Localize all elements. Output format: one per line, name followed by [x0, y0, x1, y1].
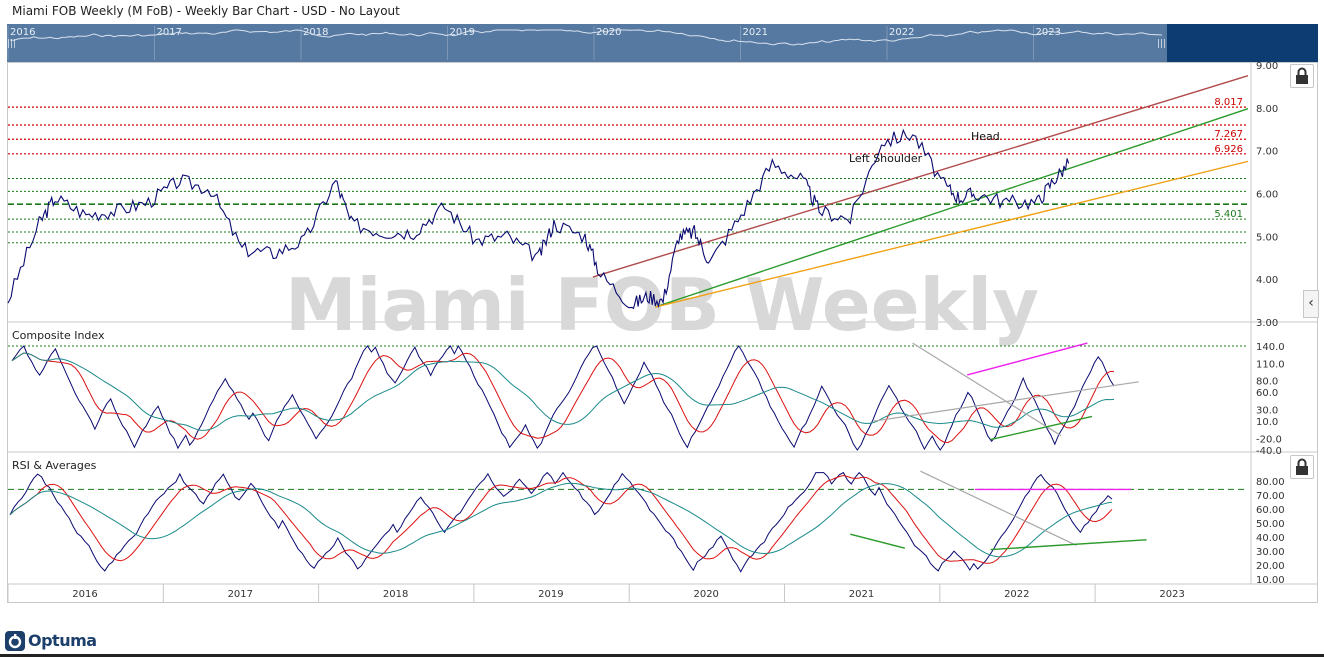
x-axis-label: 2022 [1004, 589, 1029, 600]
price-series-line [7, 128, 1070, 310]
level-label: 7.267 [1214, 129, 1243, 140]
grey-trendline [912, 342, 1062, 437]
composite-y-tick: 80.0 [1256, 377, 1278, 388]
composite-y-tick: 110.0 [1256, 359, 1285, 370]
rsi-y-tick: 60.00 [1256, 505, 1285, 516]
rsi-line [9, 471, 1113, 573]
composite-y-tick: 10.0 [1256, 417, 1278, 428]
price-y-tick: 9.00 [1256, 61, 1278, 72]
rsi-fast-average [9, 474, 1113, 564]
composite-y-tick: -20.0 [1256, 434, 1282, 445]
x-axis-label: 2019 [538, 589, 563, 600]
x-axis-label: 2021 [849, 589, 874, 600]
composite-y-tick: 30.0 [1256, 406, 1278, 417]
price-y-tick: 4.00 [1256, 275, 1278, 286]
optuma-logo-icon [5, 631, 27, 651]
price-y-tick: 5.00 [1256, 232, 1278, 243]
orange-channel-line [655, 160, 1249, 308]
composite-y-tick: 140.0 [1256, 342, 1285, 353]
price-y-tick: 3.00 [1256, 318, 1278, 329]
green-trendline [990, 539, 1147, 551]
price-y-tick: 8.00 [1256, 104, 1278, 115]
annotation-label: Head [971, 130, 1000, 143]
navigator-selection[interactable] [1167, 24, 1318, 62]
rsi-y-tick: 30.00 [1256, 547, 1285, 558]
brown-channel-line [592, 75, 1249, 278]
chart-frame [7, 62, 1318, 603]
price-y-tick: 6.00 [1256, 190, 1278, 201]
x-axis-label: 2018 [383, 589, 408, 600]
green-trendline [850, 533, 906, 549]
optuma-logo-text: Optuma [28, 631, 97, 650]
x-axis-label: 2016 [72, 589, 97, 600]
rsi-slow-average [9, 482, 1113, 558]
rsi-y-tick: 10.00 [1256, 575, 1285, 586]
bottom-rule [0, 654, 1324, 657]
composite-slow-average [11, 352, 1115, 431]
level-label: 5.401 [1214, 209, 1243, 220]
price-y-tick: 7.00 [1256, 147, 1278, 158]
annotation-label: Left Shoulder [849, 152, 923, 165]
level-label: 8.017 [1214, 97, 1243, 108]
x-axis-label: 2017 [228, 589, 253, 600]
panel-title: RSI & Averages [12, 459, 97, 472]
lock-icon[interactable] [1290, 455, 1314, 479]
rsi-y-tick: 40.00 [1256, 533, 1285, 544]
rsi-y-tick: 80.00 [1256, 477, 1285, 488]
rsi-y-tick: 50.00 [1256, 519, 1285, 530]
x-axis-label: 2020 [693, 589, 718, 600]
rsi-y-tick: 70.00 [1256, 491, 1285, 502]
green-trendline [990, 415, 1093, 441]
composite-y-tick: -40.0 [1256, 446, 1282, 457]
composite-line [11, 344, 1115, 451]
composite-y-tick: 60.0 [1256, 388, 1278, 399]
composite-fast-average [11, 352, 1115, 444]
green-channel-line [655, 108, 1249, 308]
chart-title: Miami FOB Weekly (M FoB) - Weekly Bar Ch… [12, 4, 400, 18]
magenta-trendline [967, 342, 1088, 376]
grey-trendline [920, 470, 1077, 546]
level-label: 6.926 [1214, 144, 1243, 155]
lock-icon[interactable] [1290, 64, 1314, 88]
rsi-y-tick: 20.00 [1256, 561, 1285, 572]
panel-title: Composite Index [12, 329, 105, 342]
x-axis-label: 2023 [1159, 589, 1184, 600]
chevron-left-icon[interactable]: ‹ [1303, 290, 1319, 318]
